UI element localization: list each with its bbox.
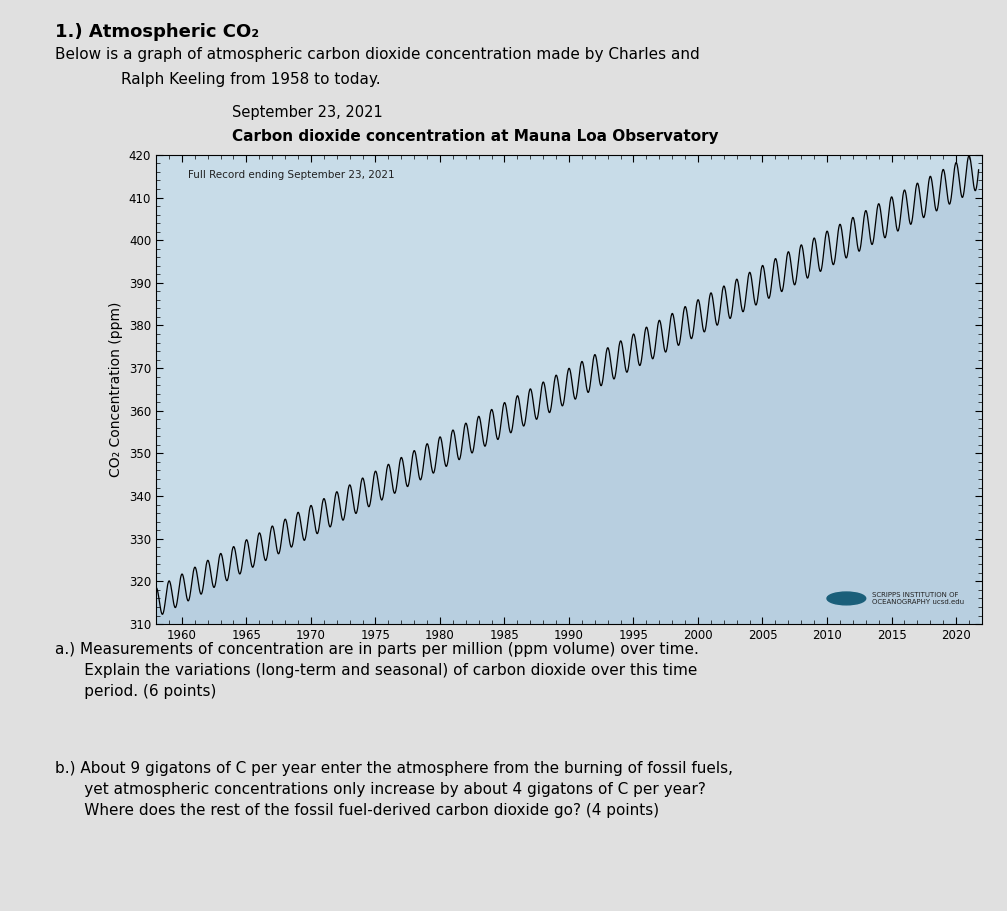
Text: September 23, 2021: September 23, 2021 bbox=[232, 106, 383, 120]
Y-axis label: CO₂ Concentration (ppm): CO₂ Concentration (ppm) bbox=[110, 302, 123, 477]
Text: SCRIPPS INSTITUTION OF
OCEANOGRAPHY ucsd.edu: SCRIPPS INSTITUTION OF OCEANOGRAPHY ucsd… bbox=[872, 592, 965, 605]
Circle shape bbox=[827, 592, 866, 605]
Text: b.) About 9 gigatons of C per year enter the atmosphere from the burning of foss: b.) About 9 gigatons of C per year enter… bbox=[55, 761, 733, 818]
Text: Carbon dioxide concentration at Mauna Loa Observatory: Carbon dioxide concentration at Mauna Lo… bbox=[232, 129, 718, 144]
Text: 1.) Atmospheric CO₂: 1.) Atmospheric CO₂ bbox=[55, 23, 260, 41]
Text: Below is a graph of atmospheric carbon dioxide concentration made by Charles and: Below is a graph of atmospheric carbon d… bbox=[55, 47, 700, 62]
Text: Ralph Keeling from 1958 to today.: Ralph Keeling from 1958 to today. bbox=[121, 72, 381, 87]
Text: Full Record ending September 23, 2021: Full Record ending September 23, 2021 bbox=[188, 169, 395, 179]
Text: a.) Measurements of concentration are in parts per million (ppm volume) over tim: a.) Measurements of concentration are in… bbox=[55, 642, 699, 700]
